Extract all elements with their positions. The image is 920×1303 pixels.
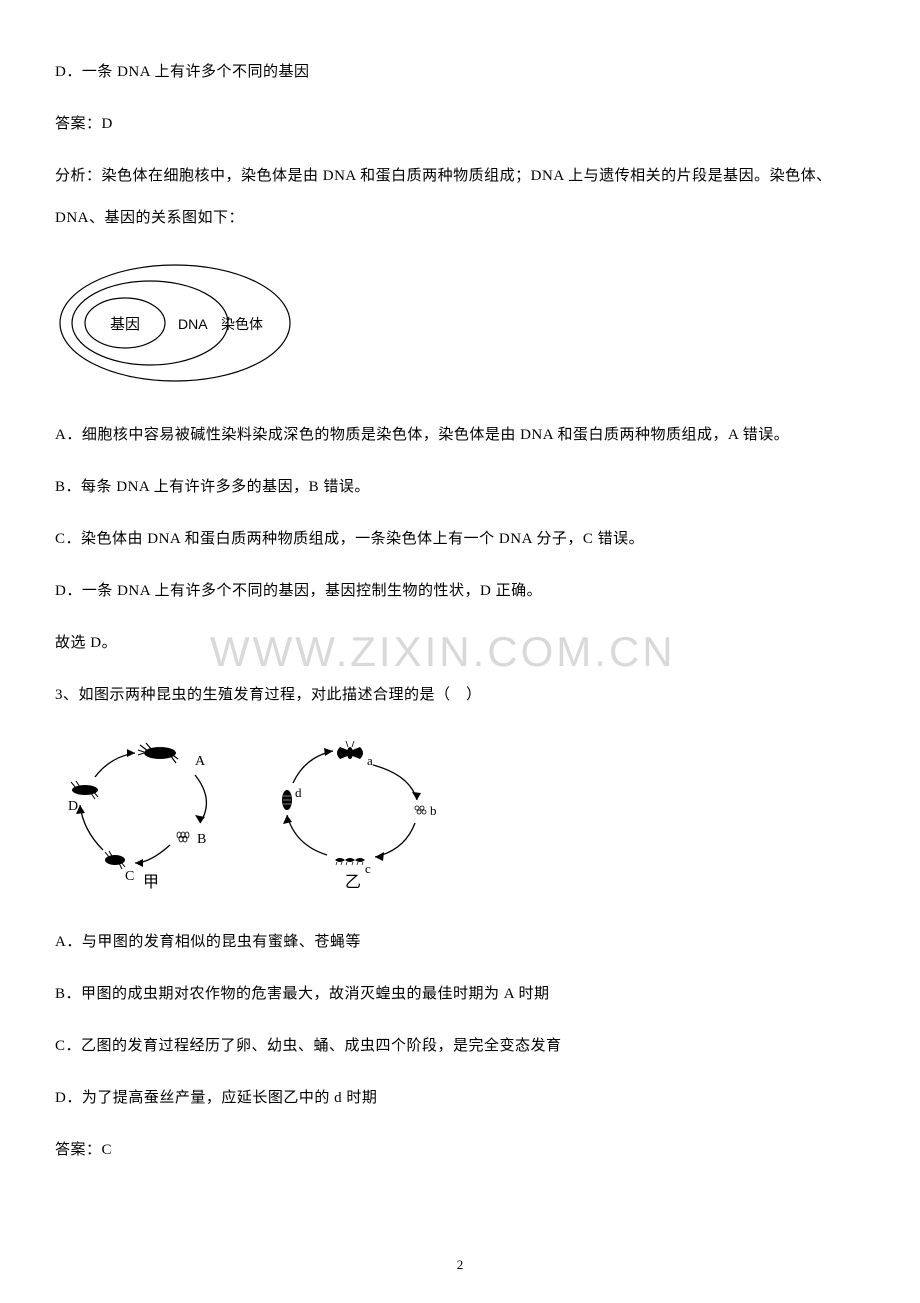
q3-option-b: B．甲图的成虫期对农作物的危害最大，故消灭蝗虫的最佳时期为 A 时期: [55, 982, 865, 1006]
venn-middle-label: DNA: [178, 316, 208, 332]
right-node-a: a: [367, 753, 373, 768]
arrow-bc2: [375, 823, 415, 857]
pupa-icon: [282, 790, 292, 810]
q3-answer: 答案：C: [55, 1138, 865, 1162]
q2-conclusion: 故选 D。: [55, 631, 865, 655]
arrow-cd2: [287, 815, 327, 855]
page-number: 2: [457, 1257, 464, 1273]
q3-option-a: A．与甲图的发育相似的昆虫有蜜蜂、苍蝇等: [55, 930, 865, 954]
q2-answer: 答案：D: [55, 112, 865, 136]
q2-explain-d: D．一条 DNA 上有许多个不同的基因，基因控制生物的性状，D 正确。: [55, 579, 865, 603]
q2-analysis-line1: 分析：染色体在细胞核中，染色体是由 DNA 和蛋白质两种物质组成；DNA 上与遗…: [55, 164, 865, 188]
right-cycle: a b c: [282, 741, 437, 891]
left-node-a: A: [195, 754, 206, 769]
q2-analysis-line2: DNA、基因的关系图如下：: [55, 206, 865, 230]
caterpillar-icon: [335, 858, 365, 865]
venn-diagram: 基因 DNA 染色体: [55, 258, 865, 393]
arrow-ab2: [373, 765, 417, 800]
left-node-c: C: [125, 869, 134, 884]
venn-svg: 基因 DNA 染色体: [55, 258, 295, 388]
left-cycle: A B: [68, 743, 206, 891]
venn-inner-label: 基因: [110, 316, 140, 333]
eggs2-icon: [415, 806, 426, 814]
right-node-d: d: [295, 785, 302, 800]
q3-option-d: D．为了提高蚕丝产量，应延长图乙中的 d 时期: [55, 1086, 865, 1110]
arrow-bc-head: [135, 859, 143, 867]
q2-explain-c: C．染色体由 DNA 和蛋白质两种物质组成，一条染色体上有一个 DNA 分子，C…: [55, 527, 865, 551]
arrow-bc: [135, 845, 170, 863]
eggs-icon: [177, 832, 189, 842]
left-node-d: D: [68, 799, 78, 814]
nymph2-icon: [71, 781, 98, 799]
arrow-da: [95, 753, 135, 777]
right-node-c: c: [365, 861, 371, 876]
arrow-bc2-head: [375, 852, 384, 861]
moth-icon: [337, 741, 363, 759]
arrow-da2: [293, 751, 333, 783]
nymph-icon: [105, 851, 125, 869]
page-content: D．一条 DNA 上有许多个不同的基因 答案：D 分析：染色体在细胞核中，染色体…: [55, 60, 865, 1162]
q2-explain-b: B．每条 DNA 上有许许多多的基因，B 错误。: [55, 475, 865, 499]
q3-stem: 3、如图示两种昆虫的生殖发育过程，对此描述合理的是（ ）: [55, 683, 865, 707]
insect-diagram: A B: [65, 735, 865, 900]
arrow-da2-head: [324, 748, 333, 756]
right-label: 乙: [345, 874, 361, 891]
insect-svg: A B: [65, 735, 485, 895]
left-node-b: B: [197, 832, 206, 847]
arrow-cd2-head: [283, 815, 292, 824]
q2-explain-a: A．细胞核中容易被碱性染料染成深色的物质是染色体，染色体是由 DNA 和蛋白质两…: [55, 423, 865, 447]
arrow-da-head: [127, 749, 135, 757]
right-node-b: b: [430, 803, 437, 818]
q2-option-d: D．一条 DNA 上有许多个不同的基因: [55, 60, 865, 84]
left-label: 甲: [143, 874, 159, 891]
q2-analysis: 分析：染色体在细胞核中，染色体是由 DNA 和蛋白质两种物质组成；DNA 上与遗…: [55, 164, 865, 230]
locust-adult-icon: [138, 743, 178, 763]
q3-option-c: C．乙图的发育过程经历了卵、幼虫、蛹、成虫四个阶段，是完全变态发育: [55, 1034, 865, 1058]
arrow-ab2-head: [412, 792, 421, 800]
venn-outer-label: 染色体: [221, 316, 263, 333]
